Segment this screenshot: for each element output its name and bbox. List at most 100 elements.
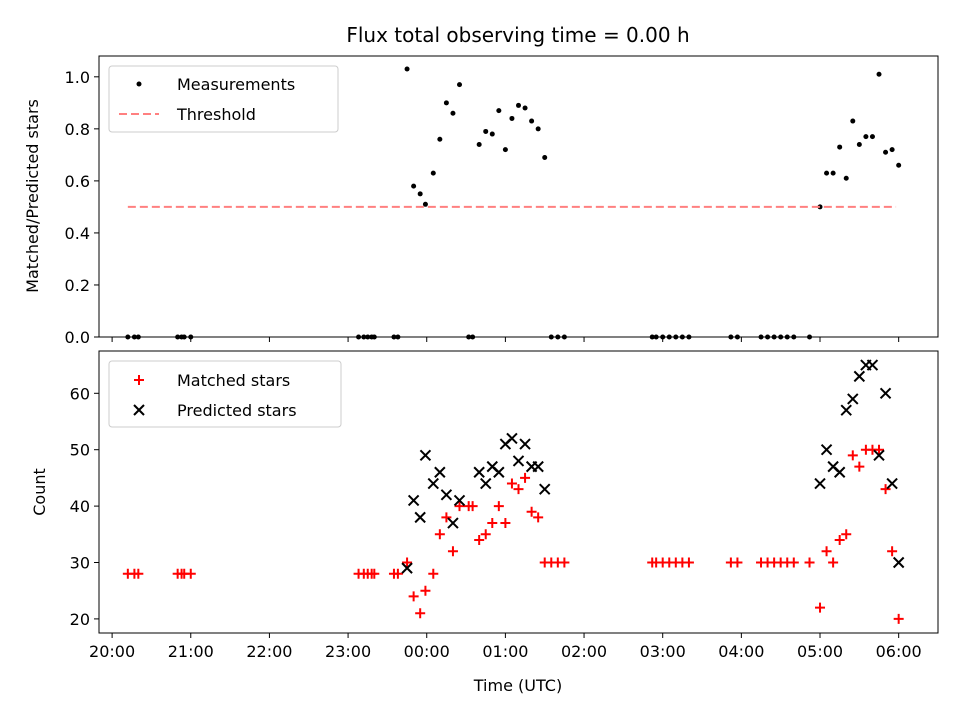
measurement-point [529, 118, 535, 124]
predicted-star-point [892, 556, 905, 569]
bottom-x-ticks: 20:00 21:00 22:00 23:00 00:00 01:00 02:00 03:00… [89, 633, 922, 661]
predicted-star-point [866, 359, 879, 371]
bottom-y-ticks: 20 30 40 50 60 [70, 384, 99, 629]
predicted-star-point [820, 443, 833, 456]
legend-matched-marker [134, 375, 144, 385]
x-tick-label: 00:00 [404, 642, 450, 661]
predicted-star-point [480, 477, 492, 490]
measurement-point [850, 118, 856, 124]
matched-star-point [815, 602, 826, 613]
measurement-point [883, 149, 889, 155]
legend-predicted-label: Predicted stars [177, 401, 297, 420]
x-tick-label: 20:00 [89, 642, 135, 661]
matched-star-point [133, 568, 144, 579]
matched-star-point [683, 557, 694, 568]
bottom-plot-area [122, 359, 905, 624]
x-tick-label: 22:00 [246, 642, 292, 661]
measurement-point [430, 170, 436, 176]
predicted-star-point [814, 477, 826, 490]
x-tick-label: 21:00 [168, 642, 214, 661]
x-tick-label: 05:00 [797, 642, 843, 661]
legend-measurements-label: Measurements [177, 75, 295, 94]
predicted-star-point [453, 494, 466, 507]
predicted-star-point [419, 449, 432, 462]
x-axis-label: Time (UTC) [473, 676, 562, 695]
measurement-point [489, 131, 495, 137]
predicted-star-point [519, 438, 531, 450]
measurement-point [404, 66, 410, 72]
matched-star-point [480, 529, 491, 540]
matched-star-point [434, 529, 445, 540]
predicted-star-point [539, 483, 551, 495]
measurement-point [824, 170, 830, 176]
top-y-tick-label: 0.8 [65, 120, 90, 139]
measurement-point [830, 170, 836, 176]
top-y-tick-label: 1.0 [65, 68, 90, 87]
top-y-tick-label: 0.0 [65, 328, 90, 347]
measurement-point [509, 115, 515, 121]
matched-star-point [415, 608, 426, 619]
legend-threshold-label: Threshold [176, 105, 256, 124]
bottom-y-tick-label: 60 [70, 384, 90, 403]
matched-star-point [732, 557, 743, 568]
matched-star-point [392, 568, 403, 579]
matched-star-point [880, 484, 891, 495]
matched-star-point [474, 534, 485, 545]
measurement-point [476, 141, 482, 147]
top-legend-box [108, 65, 339, 133]
top-plot-area [125, 66, 902, 340]
matched-star-point [506, 478, 517, 489]
measurement-point [837, 144, 843, 150]
predicted-star-point [512, 455, 525, 467]
measurement-point [483, 128, 489, 134]
bottom-axes: Count Time (UTC) 20 30 40 50 60 20:00 21:00 22… [30, 350, 939, 695]
measurement-point [863, 134, 869, 140]
matched-star-point [408, 591, 419, 602]
matched-star-point [420, 585, 431, 596]
matched-star-point [428, 568, 439, 579]
top-y-tick-label: 0.6 [65, 172, 90, 191]
matched-star-point [454, 501, 465, 512]
matched-star-point [821, 546, 832, 557]
top-axes-frame [98, 55, 939, 338]
x-tick-label: 04:00 [718, 642, 764, 661]
matched-star-point [847, 450, 858, 461]
matched-star-point [887, 546, 898, 557]
predicted-star-point [532, 460, 544, 473]
matched-star-point [467, 501, 478, 512]
matched-star-point [854, 461, 865, 472]
measurement-point [843, 175, 849, 181]
predicted-star-point [847, 393, 859, 405]
measurement-point [496, 108, 502, 114]
predicted-star-point [447, 517, 459, 529]
legend-measurements-marker [136, 81, 142, 87]
matched-star-point [828, 557, 839, 568]
measurement-point [450, 110, 456, 116]
matched-star-point [513, 484, 524, 495]
matched-star-point [841, 529, 852, 540]
predicted-star-point [853, 370, 866, 383]
bottom-y-axis-label: Count [30, 468, 49, 516]
matched-star-point [520, 472, 531, 483]
x-tick-label: 02:00 [561, 642, 607, 661]
matched-star-point [893, 613, 904, 624]
matched-star-point [526, 506, 537, 517]
measurement-point [856, 141, 862, 147]
predicted-star-point [873, 449, 885, 462]
top-y-tick-label: 0.2 [65, 276, 90, 295]
predicted-star-point [833, 466, 846, 478]
predicted-star-point [840, 404, 852, 416]
bottom-legend: Matched stars Predicted stars [108, 360, 342, 428]
matched-star-point [533, 512, 544, 523]
matched-star-point [559, 557, 570, 568]
matched-star-point [369, 568, 380, 579]
measurement-point [535, 126, 541, 132]
top-y-ticks: 0.0 0.2 0.4 0.6 0.8 1.0 [65, 68, 99, 347]
measurement-point [457, 82, 463, 88]
bottom-y-tick-label: 30 [70, 554, 90, 573]
legend-matched-label: Matched stars [177, 371, 290, 390]
measurement-point [876, 71, 882, 77]
matched-star-point [185, 568, 196, 579]
matched-star-point [834, 534, 845, 545]
